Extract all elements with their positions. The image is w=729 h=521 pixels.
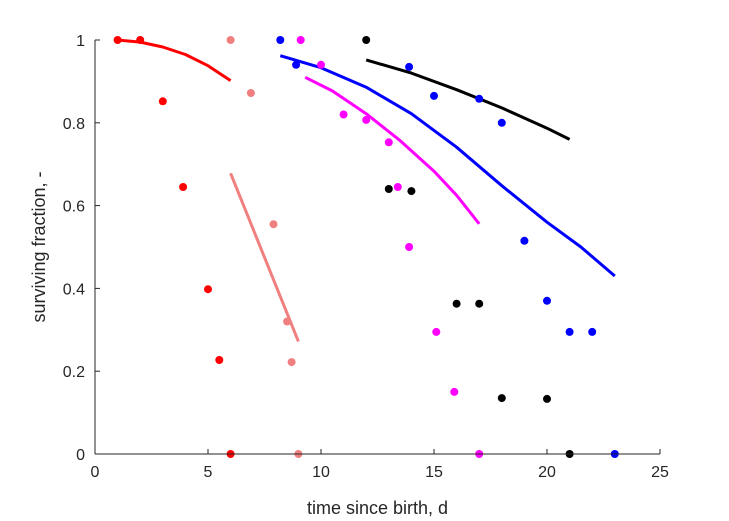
data-point-series-2	[287, 358, 296, 367]
data-point-series-1	[136, 36, 145, 44]
data-point-series-3	[405, 243, 414, 251]
data-point-series-4	[276, 36, 285, 44]
x-axis-label: time since birth, d	[307, 498, 448, 518]
data-point-series-4	[497, 118, 506, 127]
data-point-series-3	[362, 115, 371, 124]
y-tick-label: 0.6	[63, 199, 85, 216]
y-tick-label: 0.8	[63, 116, 85, 133]
data-point-series-5	[543, 394, 551, 403]
data-point-series-2	[246, 89, 255, 97]
data-point-series-1	[158, 97, 167, 106]
data-point-series-4	[520, 236, 529, 245]
x-tick-label: 10	[312, 464, 330, 481]
fit-line-series-3	[304, 75, 481, 225]
fit-line-series-2	[229, 172, 300, 342]
data-point-series-3	[450, 387, 459, 396]
fit-line-series-4	[279, 54, 616, 278]
data-point-series-1	[215, 356, 224, 364]
y-tick-label: 0	[76, 447, 85, 464]
fit-line-series-1	[117, 38, 232, 82]
data-point-series-5	[497, 394, 506, 403]
y-axis-label: surviving fraction, -	[29, 171, 49, 322]
ticks: 0 5 10 15 20 25 0 0.2 0.4 0.6 0.8 1	[63, 33, 669, 481]
data-point-series-4	[430, 91, 438, 100]
data-point-series-4	[292, 60, 301, 69]
y-tick-label: 0.2	[63, 364, 85, 381]
data-point-series-1	[113, 36, 122, 44]
data-point-series-5	[384, 185, 393, 193]
data-point-series-3	[432, 327, 441, 336]
data-point-series-5	[362, 36, 371, 44]
data-point-series-3	[339, 110, 348, 119]
data-point-series-4	[588, 327, 597, 336]
data-point-series-2	[226, 36, 235, 44]
data-point-series-5	[407, 187, 416, 196]
x-tick-label: 0	[91, 464, 100, 481]
data-point-series-4	[405, 62, 414, 71]
data-point-series-4	[475, 94, 484, 103]
x-tick-label: 20	[538, 464, 556, 481]
data-point-series-2	[269, 220, 278, 229]
data-point-series-5	[475, 299, 484, 308]
x-tick-label: 15	[425, 464, 443, 481]
data-point-series-3	[317, 60, 325, 69]
data-point-series-3	[296, 36, 305, 44]
data-point-series-1	[204, 285, 212, 294]
x-tick-label: 25	[651, 464, 669, 481]
y-tick-label: 0.4	[63, 281, 85, 298]
data-point-series-4	[565, 327, 574, 336]
y-tick-label: 1	[76, 33, 85, 50]
data-point-series-4	[543, 296, 551, 305]
x-tick-label: 5	[204, 464, 213, 481]
data-point-series-3	[384, 138, 393, 147]
data-point-series-3	[393, 183, 402, 191]
data-point-series-1	[179, 183, 188, 191]
data-point-series-2	[283, 317, 292, 326]
axes	[94, 40, 660, 455]
data-point-series-5	[452, 299, 461, 308]
